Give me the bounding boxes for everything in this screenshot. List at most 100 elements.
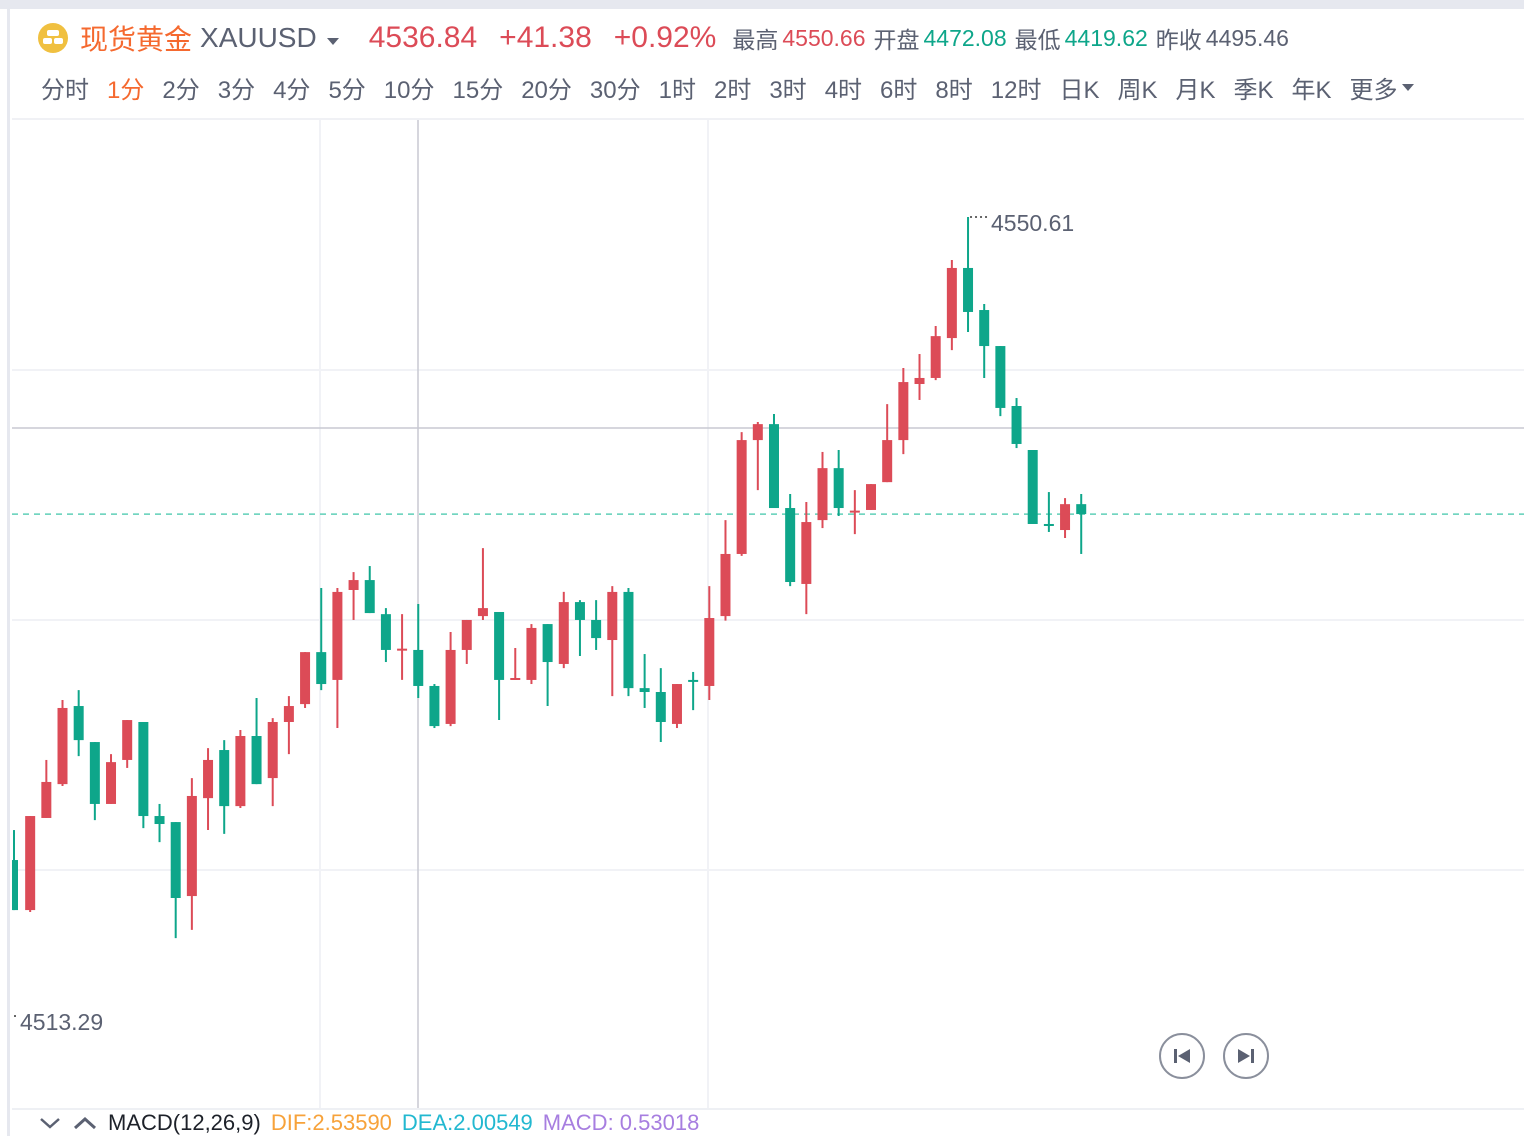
stat-low-value: 4419.62 <box>1064 24 1148 51</box>
candle-body <box>25 816 36 911</box>
top-border <box>0 0 1524 9</box>
candle-body <box>655 692 666 722</box>
period-tab[interactable]: 2分 <box>162 77 200 104</box>
stat-open-label: 开盘 <box>873 27 920 53</box>
caret-down-icon[interactable] <box>326 37 339 45</box>
candle-body <box>380 614 391 650</box>
candle-body <box>736 440 747 554</box>
candle-body <box>542 624 553 663</box>
candle-body <box>801 522 812 584</box>
period-tab[interactable]: 15分 <box>452 77 504 104</box>
chevron-up-icon[interactable] <box>72 1115 98 1131</box>
candle-body <box>413 649 424 686</box>
stat-open-value: 4472.08 <box>923 24 1007 51</box>
candle-body <box>429 685 440 727</box>
candle-body <box>397 648 408 651</box>
low-price-label: 4513.29 <box>20 1009 103 1035</box>
candle-body <box>995 346 1006 408</box>
divider <box>12 118 1524 120</box>
candle-body <box>186 795 197 897</box>
candle-body <box>946 267 957 339</box>
period-tab[interactable]: 30分 <box>589 77 641 104</box>
candle-body <box>607 591 618 641</box>
candle-body <box>833 468 844 509</box>
candle-body <box>849 510 860 513</box>
period-tab[interactable]: 8时 <box>935 77 973 104</box>
macd-dif: DIF:2.53590 <box>270 1110 392 1135</box>
candle-body <box>235 736 246 807</box>
candle-body <box>1027 450 1038 524</box>
candle-body <box>203 759 214 799</box>
stat-high-value: 4550.66 <box>782 24 866 51</box>
period-tab[interactable]: 3分 <box>217 77 256 104</box>
skip-back-icon <box>1174 1049 1190 1063</box>
candle-body <box>930 336 941 378</box>
period-tabs: 分时 1分 2分 3分 4分 5分 10分 15分 20分 30分 1时 2时 3时 4时 6时 8时 12时日… <box>41 70 1414 105</box>
skip-forward-icon <box>1238 1049 1254 1063</box>
stat-prev-close-value: 4495.46 <box>1205 24 1289 51</box>
candle-body <box>219 750 230 807</box>
price-change: +41.38 <box>499 21 592 54</box>
candle-body <box>963 267 974 312</box>
candle-body <box>1060 504 1071 531</box>
period-tab[interactable]: 12时 <box>990 77 1042 104</box>
candle-body <box>251 736 262 785</box>
period-tab[interactable]: 月K <box>1175 77 1216 104</box>
macd-indicator-bar: MACD(12,26,9) DIF:2.53590 DEA:2.00549 MA… <box>38 1110 700 1136</box>
period-tab[interactable]: 1分 <box>107 77 145 104</box>
candle-body <box>57 707 68 785</box>
period-tab[interactable]: 年K <box>1291 77 1332 104</box>
stat-low-label: 最低 <box>1014 27 1061 53</box>
quote-header: 现货黄金 XAUUSD 4536.84 +41.38 +0.92% 最高 455… <box>38 18 1297 58</box>
candle-body <box>138 721 149 817</box>
candle-body <box>170 822 181 898</box>
candle-body <box>316 652 327 685</box>
period-tab[interactable]: 3时 <box>769 77 807 104</box>
period-tab[interactable]: 分时 <box>41 77 89 104</box>
period-tab[interactable]: 4分 <box>273 77 311 104</box>
candle-body <box>494 611 505 680</box>
candle-body <box>510 677 521 680</box>
candle-body <box>785 508 796 583</box>
candle-body <box>445 649 456 724</box>
candle-body <box>300 652 311 705</box>
candle-body <box>283 706 294 722</box>
period-tab[interactable]: 5分 <box>328 77 366 104</box>
caret-down-icon[interactable] <box>1401 84 1414 91</box>
period-tab[interactable]: 10分 <box>383 77 435 104</box>
macd-label: MACD(12,26,9) <box>108 1110 261 1135</box>
stat-high-label: 最高 <box>732 27 779 53</box>
candle-body <box>979 310 990 347</box>
next-button[interactable] <box>1223 1033 1269 1079</box>
period-tab[interactable]: 更多 <box>1349 77 1398 104</box>
chevron-down-icon[interactable] <box>38 1115 62 1131</box>
prev-button[interactable] <box>1159 1033 1205 1079</box>
symbol-selector[interactable]: XAUUSD <box>200 22 317 53</box>
period-tab[interactable]: 20分 <box>521 77 572 104</box>
period-tab[interactable]: 6时 <box>880 77 918 104</box>
period-tab[interactable]: 日K <box>1059 77 1100 104</box>
candle-body <box>817 468 828 521</box>
candle-body <box>752 424 763 441</box>
period-tab[interactable]: 周K <box>1117 77 1158 104</box>
candle-body <box>1043 523 1054 526</box>
high-price-label: 4550.61 <box>991 210 1074 236</box>
candle-body <box>12 860 18 911</box>
last-price: 4536.84 <box>368 21 478 54</box>
left-border <box>0 9 10 1136</box>
candle-body <box>704 618 715 686</box>
candle-body <box>122 720 133 760</box>
candle-body <box>591 619 602 639</box>
candle-body <box>898 382 909 441</box>
candle-body <box>364 580 375 614</box>
period-tab[interactable]: 2时 <box>713 77 752 104</box>
macd-dea: DEA:2.00549 <box>401 1110 533 1135</box>
period-tab[interactable]: 4时 <box>824 77 863 104</box>
candle-body <box>89 742 100 804</box>
candle-body <box>348 580 359 590</box>
candle-body <box>623 591 634 689</box>
price-change-percent: +0.92% <box>613 21 717 54</box>
period-tab[interactable]: 季K <box>1233 77 1274 104</box>
period-tab[interactable]: 1时 <box>658 77 696 104</box>
